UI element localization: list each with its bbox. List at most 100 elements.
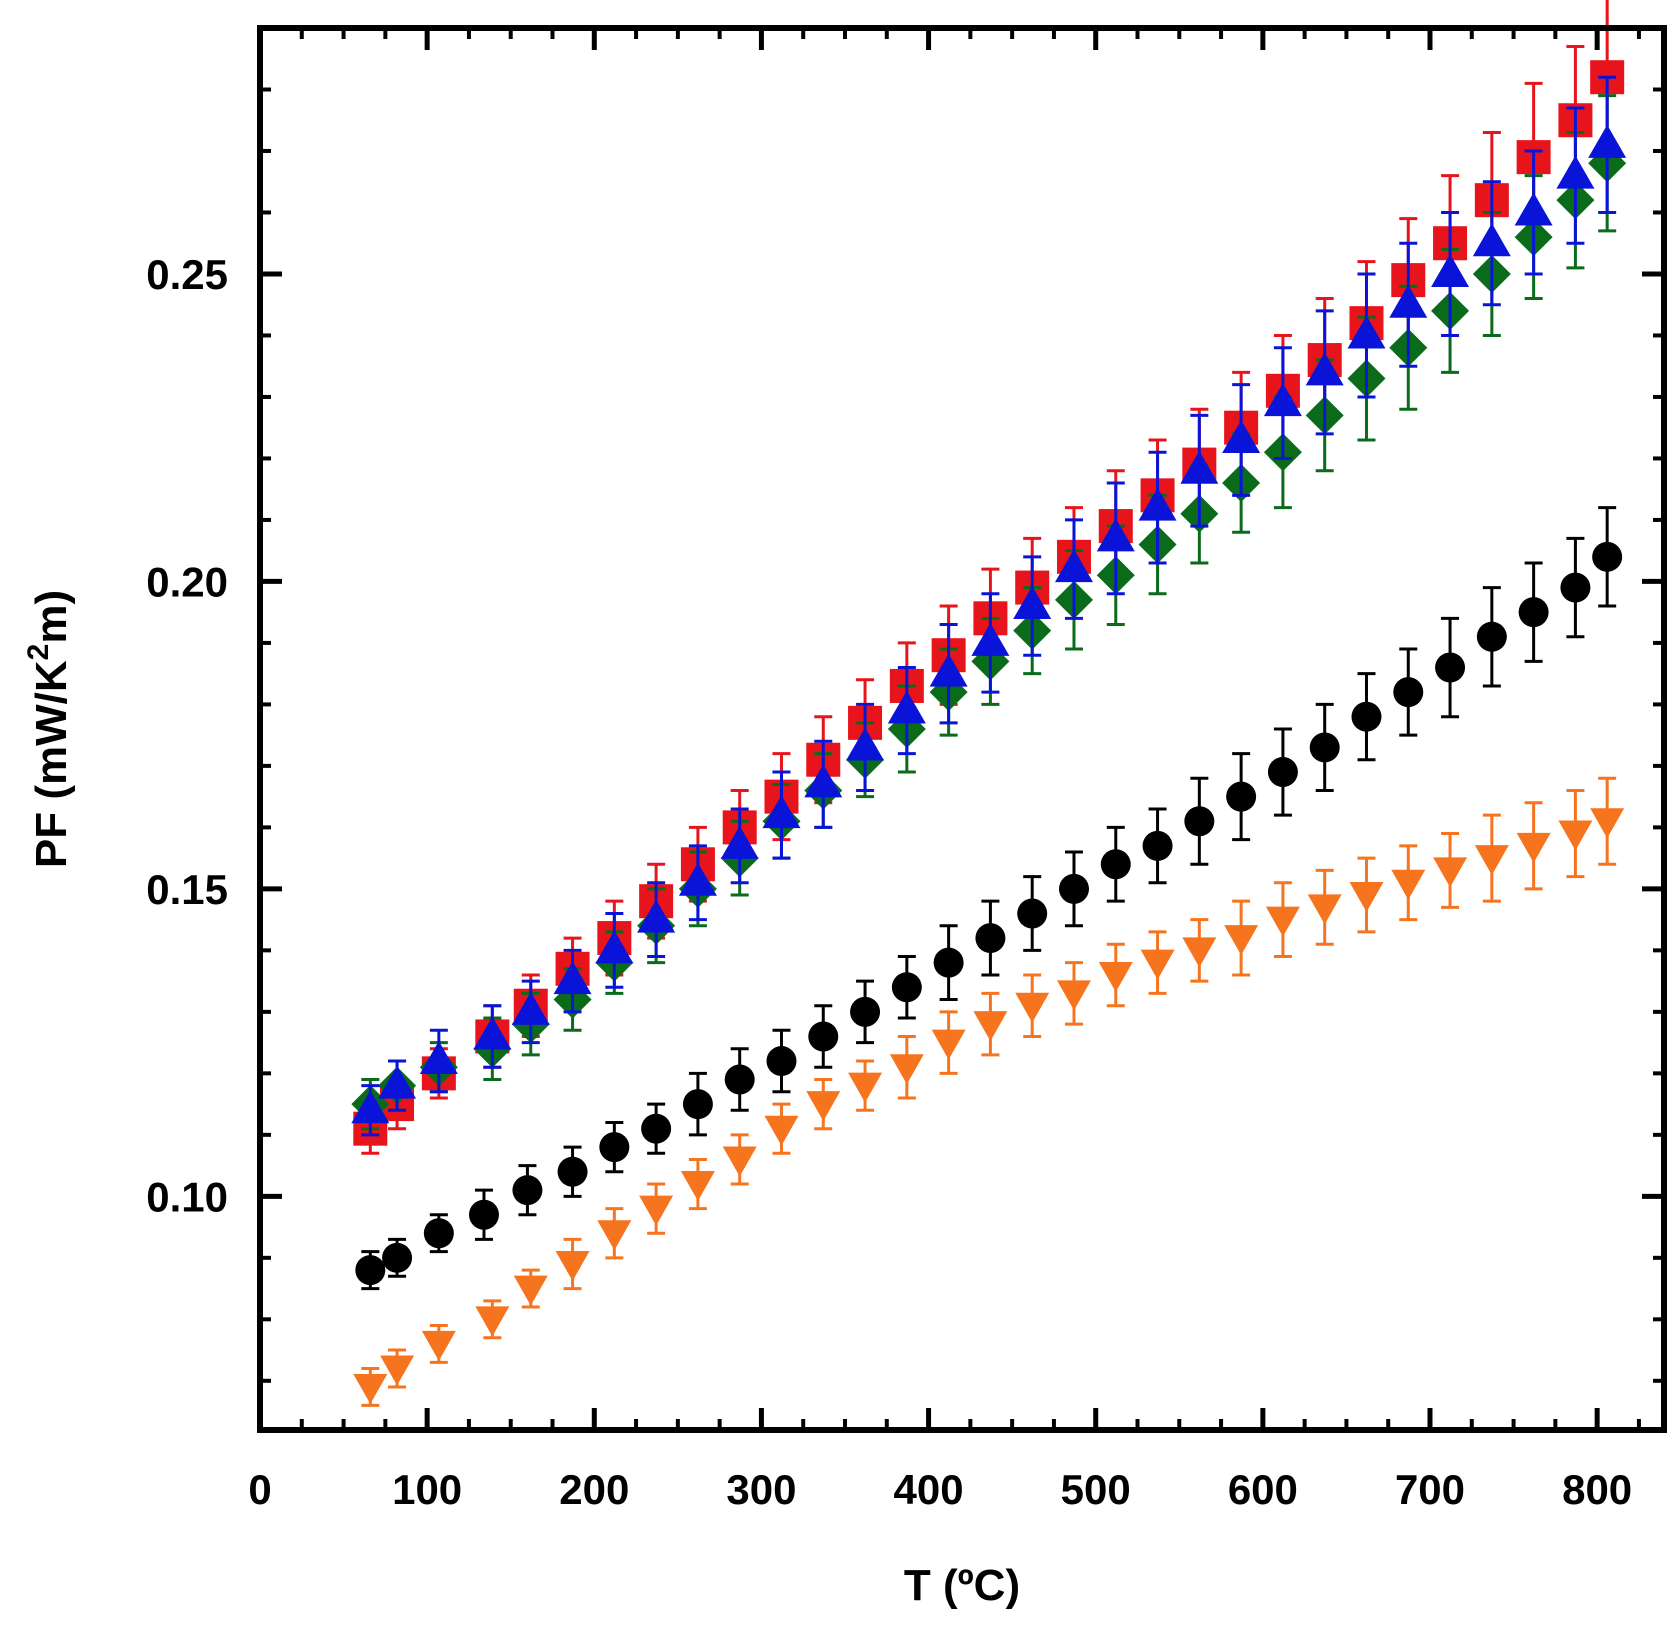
data-point-triangle-down — [353, 1373, 388, 1404]
y-axis-title-main: PF (mW/K — [27, 660, 76, 868]
data-series — [351, 0, 1627, 1407]
data-point-triangle-up — [637, 899, 676, 933]
data-point-triangle-up — [1514, 192, 1553, 226]
data-point-circle — [1592, 541, 1623, 572]
x-tick-label: 700 — [1395, 1466, 1465, 1513]
series-black-circles — [355, 506, 1623, 1291]
data-point-triangle-up — [1556, 155, 1595, 189]
data-point-triangle-up — [1472, 223, 1511, 257]
data-point-circle — [1058, 873, 1089, 904]
data-point-circle — [1226, 781, 1257, 812]
series-blue-triangles — [351, 75, 1627, 1137]
data-point-triangle-up — [804, 764, 843, 798]
data-point-triangle-down — [475, 1306, 510, 1337]
data-point-circle — [1351, 701, 1382, 732]
data-point-triangle-up — [1263, 383, 1302, 417]
data-point-triangle-up — [762, 795, 801, 829]
data-point-triangle-down — [1349, 882, 1384, 913]
x-tick-label: 800 — [1562, 1466, 1632, 1513]
data-point-triangle-up — [678, 862, 717, 896]
data-point-triangle-up — [419, 1041, 458, 1075]
data-point-circle — [1476, 621, 1507, 652]
data-point-circle — [766, 1046, 797, 1077]
data-point-triangle-up — [595, 930, 634, 964]
data-point-circle — [1100, 849, 1131, 880]
data-point-triangle-up — [1305, 352, 1344, 386]
data-point-triangle-down — [889, 1054, 924, 1085]
data-point-triangle-up — [1138, 487, 1177, 521]
data-point-circle — [641, 1113, 672, 1144]
data-point-triangle-up — [971, 622, 1010, 656]
data-point-triangle-up — [1588, 124, 1627, 158]
data-point-triangle-up — [511, 991, 550, 1025]
data-point-circle — [1184, 806, 1215, 837]
data-point-circle — [682, 1089, 713, 1120]
y-axis-title-superscript: 2 — [22, 644, 55, 661]
data-point-triangle-up — [1389, 284, 1428, 318]
x-tick-label: 300 — [726, 1466, 796, 1513]
data-point-triangle-down — [555, 1250, 590, 1281]
data-point-circle — [382, 1242, 413, 1273]
data-point-triangle-down — [1098, 961, 1133, 992]
data-point-circle — [557, 1156, 588, 1187]
data-point-triangle-up — [1222, 419, 1261, 453]
data-point-triangle-up — [1431, 253, 1470, 287]
data-point-circle — [1017, 898, 1048, 929]
x-tick-labels: 0 100 200 300 400 500 600 700 800 — [248, 1466, 1632, 1513]
data-point-triangle-down — [421, 1330, 456, 1361]
data-point-circle — [355, 1255, 386, 1286]
y-tick-label: 0.25 — [146, 251, 228, 298]
data-point-triangle-up — [887, 690, 926, 724]
data-point-triangle-up — [846, 727, 885, 761]
data-point-triangle-down — [1265, 906, 1300, 937]
data-point-triangle-up — [720, 825, 759, 859]
data-point-triangle-up — [1096, 518, 1135, 552]
data-point-circle — [1309, 732, 1340, 763]
data-point-triangle-down — [513, 1275, 548, 1306]
data-point-triangle-down — [1015, 992, 1050, 1023]
data-point-circle — [1142, 830, 1173, 861]
data-point-triangle-up — [553, 961, 592, 995]
data-point-triangle-down — [680, 1171, 715, 1202]
x-tick-label: 100 — [392, 1466, 462, 1513]
y-tick-labels: 0.10 0.15 0.20 0.25 — [146, 251, 228, 1220]
x-tick-label: 600 — [1228, 1466, 1298, 1513]
data-point-triangle-down — [1307, 894, 1342, 925]
data-point-triangle-down — [1224, 925, 1259, 956]
data-point-triangle-down — [380, 1355, 415, 1386]
data-point-circle — [808, 1021, 839, 1052]
data-point-triangle-down — [1558, 820, 1593, 851]
x-tick-label: 500 — [1061, 1466, 1131, 1513]
x-tick-label: 0 — [248, 1466, 271, 1513]
data-point-triangle-down — [1590, 808, 1625, 839]
data-point-circle — [1393, 677, 1424, 708]
data-point-circle — [512, 1175, 543, 1206]
data-point-circle — [975, 923, 1006, 954]
data-point-triangle-down — [1140, 949, 1175, 980]
data-point-triangle-up — [1054, 549, 1093, 583]
data-point-triangle-up — [473, 1016, 512, 1050]
data-point-triangle-down — [764, 1115, 799, 1146]
data-point-triangle-down — [848, 1072, 883, 1103]
data-point-triangle-down — [806, 1091, 841, 1122]
data-point-triangle-down — [1182, 937, 1217, 968]
data-point-triangle-down — [1391, 869, 1426, 900]
series-orange-inverted-triangles — [353, 776, 1625, 1407]
data-point-circle — [1560, 572, 1591, 603]
y-tick-label: 0.10 — [146, 1173, 228, 1220]
data-point-triangle-down — [1516, 832, 1551, 863]
x-tick-label: 200 — [559, 1466, 629, 1513]
data-point-circle — [1435, 652, 1466, 683]
data-point-triangle-down — [722, 1146, 757, 1177]
data-point-circle — [468, 1199, 499, 1230]
data-point-triangle-up — [1013, 586, 1052, 620]
plot-frame — [257, 25, 1667, 1433]
x-axis-title: T (ºC) — [904, 1561, 1020, 1610]
data-point-triangle-up — [378, 1065, 417, 1099]
data-point-circle — [1518, 597, 1549, 628]
y-tick-label: 0.20 — [146, 558, 228, 605]
data-point-circle — [599, 1132, 630, 1163]
data-point-triangle-up — [351, 1090, 390, 1124]
